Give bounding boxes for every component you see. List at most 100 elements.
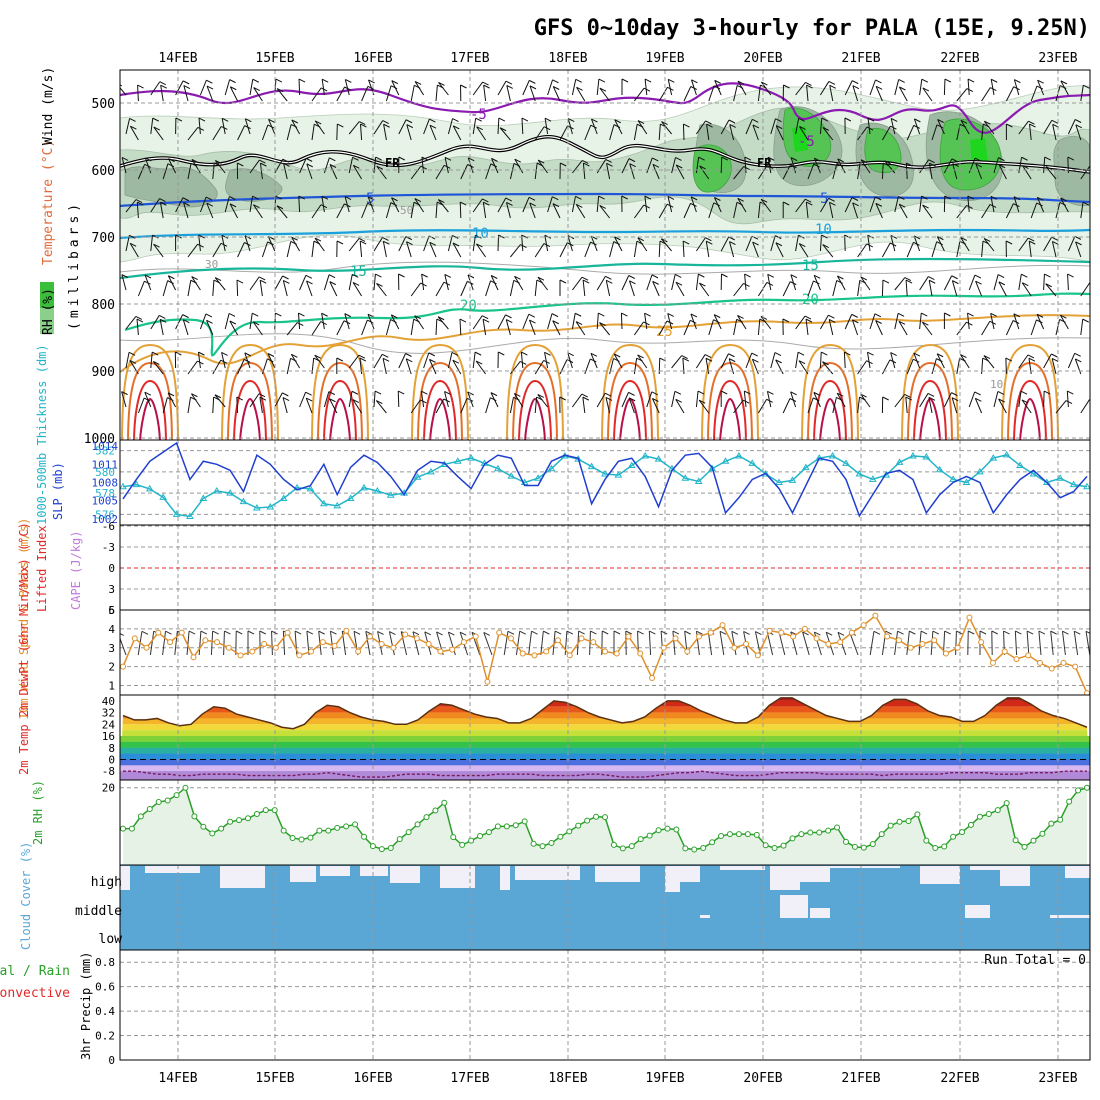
temp2m-tick-label: 0 [108,753,115,766]
wind-barb [249,313,253,330]
wind-barb-flag [275,312,282,317]
wind-barb-flag [606,279,613,284]
wind-barb [798,360,809,375]
wind-barb [497,197,507,213]
rh2m-point [1084,784,1090,791]
wind-barb [596,392,606,408]
wind10m-point [366,633,373,640]
wind-barb [968,391,976,408]
wind-barb-flag [852,85,860,90]
wind-barb [795,235,799,252]
precip-tick-label: 0.8 [95,956,115,969]
wind-barb [299,391,307,408]
wind-barb-flag [191,393,198,398]
wind-barb [898,321,908,336]
dewpoint2m-line [123,770,1087,778]
wind10m-point [1048,665,1055,672]
wind-barb-flag [697,390,705,395]
wind-barb-flag [897,312,905,317]
rh2m-point [512,822,519,829]
wind-barb-flag [351,390,359,395]
rh2m-point [334,824,341,831]
wind-barb [125,118,131,135]
wind10m-point [966,614,973,621]
thickness-point [266,502,275,510]
wind-barb [775,125,784,141]
wind-barb [1060,197,1069,213]
wind-barb [460,281,468,297]
wind-barb-flag [674,390,682,395]
wind-barb [305,397,313,414]
wind-barb [129,360,139,375]
wind-barb [1018,354,1029,369]
wind-barb [807,397,814,414]
wind-barb-flag [414,198,422,203]
rh2m-point [673,826,680,833]
wind-barb [596,276,606,291]
wind-barb [775,359,784,375]
wind-barb [510,361,521,375]
wind-barb [857,243,868,258]
contour-label-10: 10 [990,378,1003,391]
rh2m-point [905,817,912,824]
temp-contour-15 [120,257,1090,280]
wind-barb [359,241,363,258]
wind10m-barb-flag [448,631,455,636]
wind-barb [299,158,307,174]
wind-barb [905,397,908,414]
rh2m-point [155,799,162,806]
wind-barb [137,397,145,414]
thickness-point [1069,480,1078,488]
wind-barb [136,202,139,219]
wind-barb [406,124,412,141]
wind-barb [152,361,164,375]
wind-barb-flag [490,392,498,397]
wind10m-point [684,648,691,655]
date-label-bottom: 23FEB [1038,1071,1077,1086]
wind-barb [790,274,797,291]
wind-barb [675,281,685,297]
wind10m-point [249,648,256,655]
wind-barb [299,275,307,291]
wind-barb-flag [936,353,944,358]
rh2m-point [146,805,153,812]
wind10m-barb [540,631,544,656]
slp-series [122,441,1088,518]
thickness-point [935,465,944,473]
wind10m-point [625,633,632,640]
wind-barb [435,398,445,414]
wind-barb [490,392,499,408]
temp-contour-loop [121,343,179,440]
wind-barb [628,280,635,297]
wind10m-point [308,648,315,655]
cloud-clear-gap [440,866,475,888]
wind10m-barb-flag [318,630,325,635]
wind10m-point [649,675,656,681]
wind-barb [708,85,715,102]
wind-barb [410,399,421,414]
temp-contour-loop [127,361,173,440]
wind-barb [782,164,791,180]
wind-barb-flag [966,321,973,326]
wind-barb-flag [790,274,798,279]
wind-barb-flag [575,195,582,200]
wind-barb [373,274,376,291]
wind-barb [770,235,776,252]
wind-axis-title: Wind (m/s) [41,67,56,145]
temp-contour-loop [429,397,451,440]
wind-barb-flag [806,84,813,89]
wind-barb [485,163,492,180]
wind-barb [629,163,635,180]
wind-barb-flag [229,79,236,84]
wind10m-barb [503,631,509,656]
wind-barb-flag [651,274,659,279]
pressure-tick-label: 600 [92,164,115,179]
date-label-top: 22FEB [940,51,979,66]
cloud-clear-gap [220,866,265,888]
wind-barb [828,202,834,219]
wind-barb-flag [905,396,913,401]
wind-barb [614,236,623,252]
cloud-clear-gap [390,866,420,883]
date-label-bottom: 20FEB [743,1071,782,1086]
wind-barb-flag [297,322,304,327]
